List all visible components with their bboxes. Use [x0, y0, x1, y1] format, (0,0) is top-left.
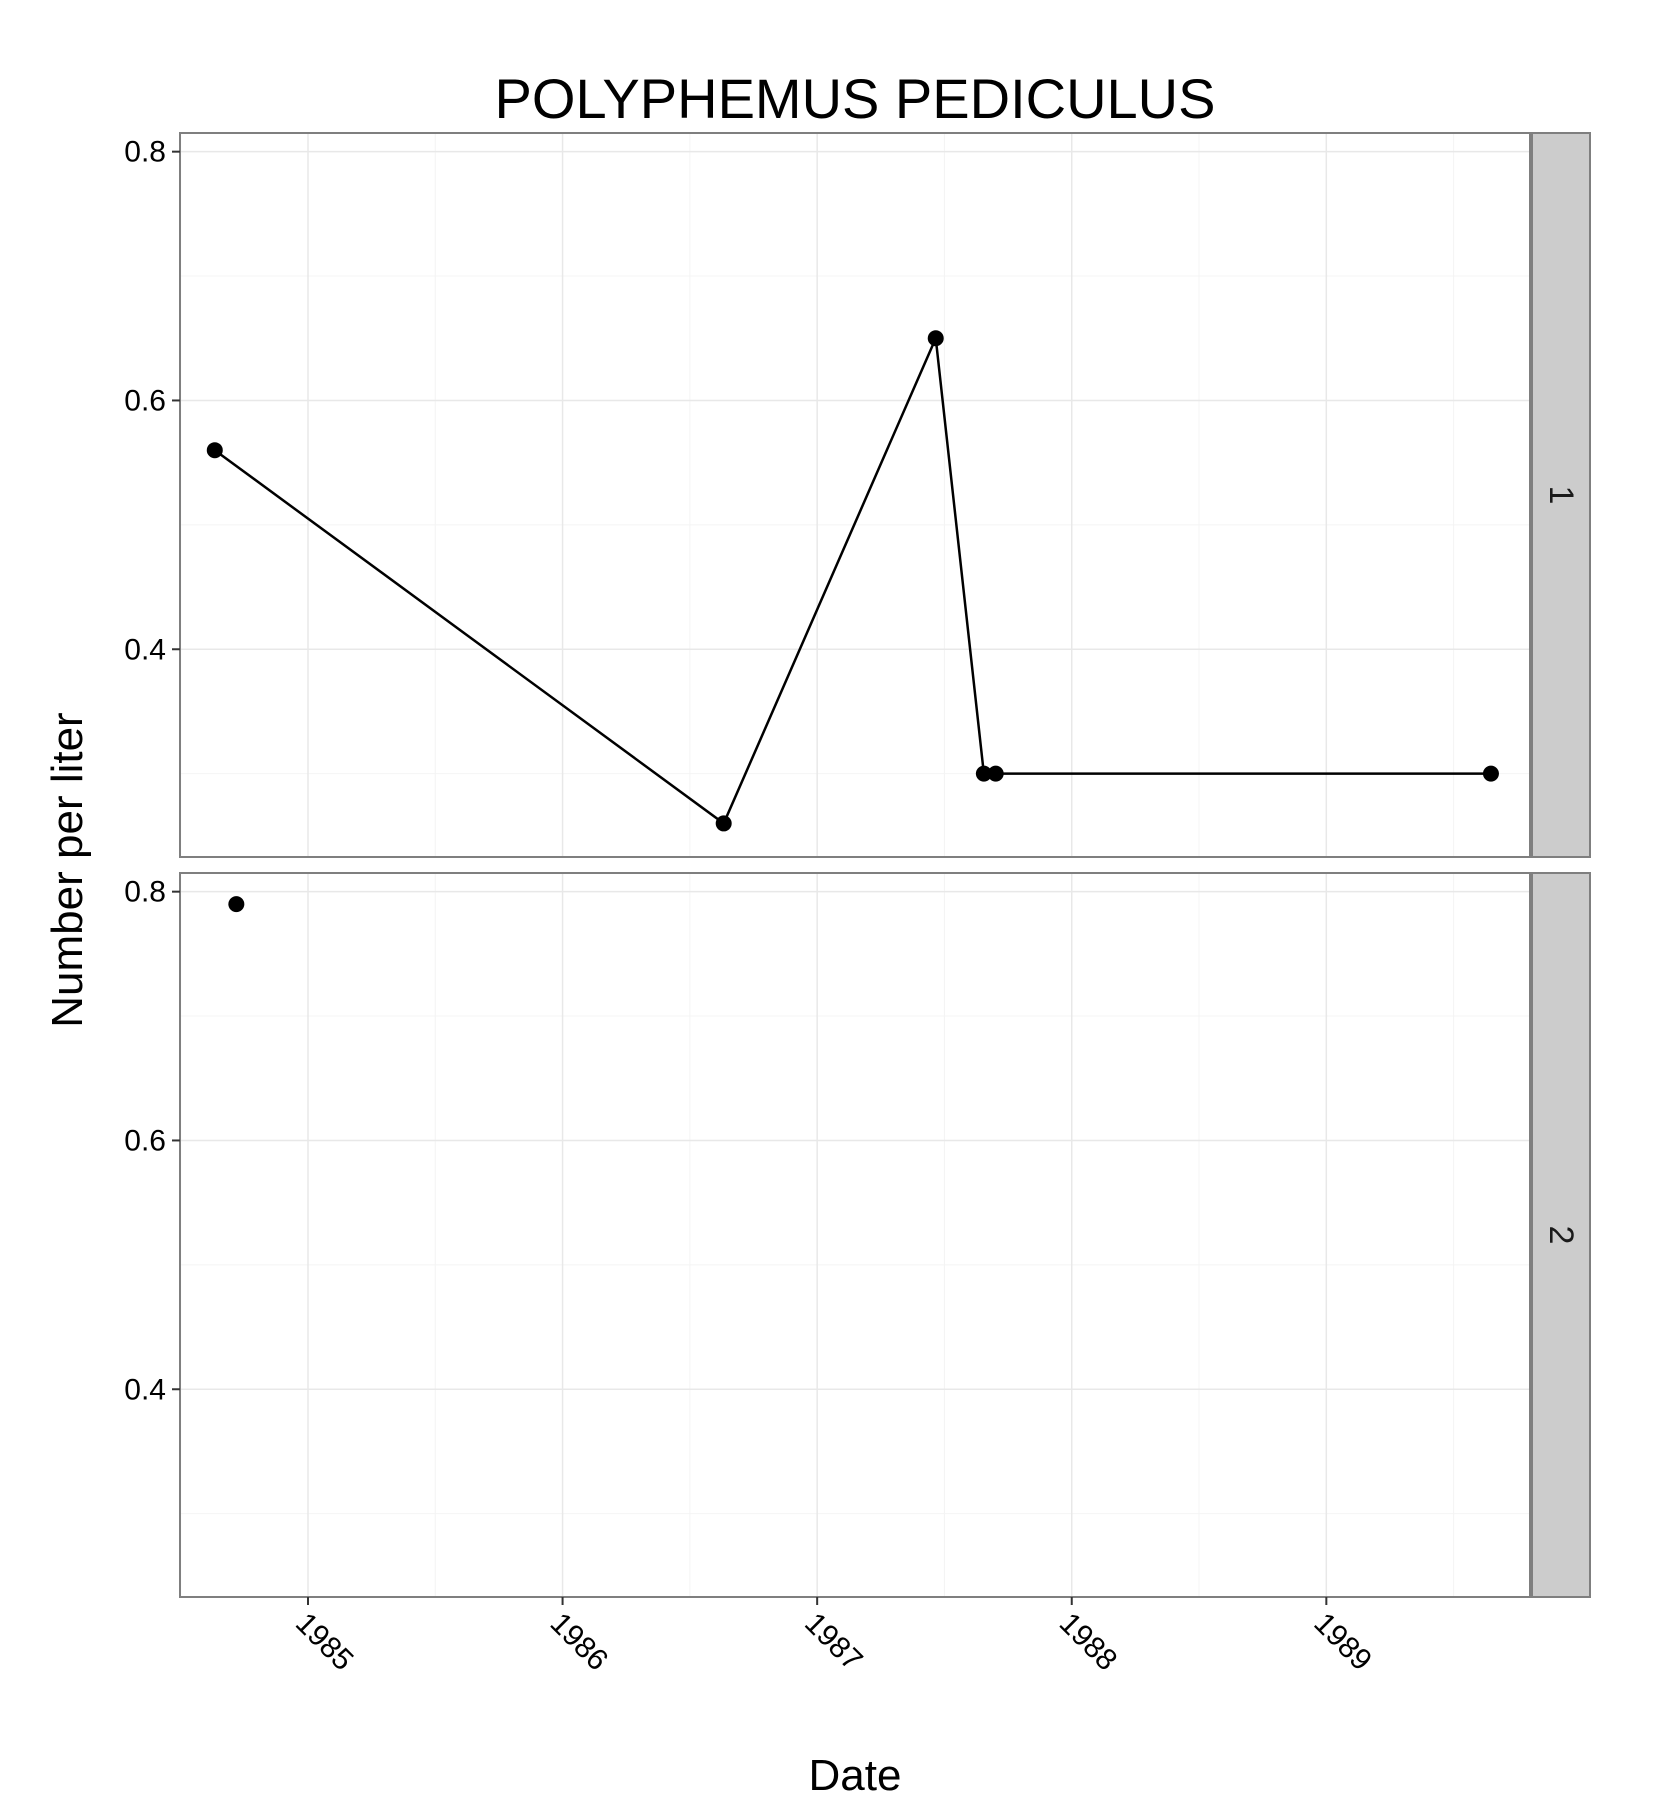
data-point — [927, 330, 944, 347]
data-point — [715, 815, 732, 832]
y-tick-label: 0.4 — [124, 633, 166, 666]
y-tick-label: 0.6 — [124, 1124, 166, 1157]
facet-strip: 1 — [1531, 132, 1591, 858]
x-axis-title: Date — [809, 1751, 902, 1800]
facet-panels: 0.4 0.6 0.8 1 0.4 0.6 0.8 2 — [124, 132, 1591, 1598]
panel-background — [179, 872, 1531, 1598]
data-point — [975, 765, 992, 782]
x-tick-label: 1988 — [1053, 1607, 1124, 1678]
y-tick-label: 0.6 — [124, 384, 166, 417]
facet-panel-2: 0.4 0.6 0.8 2 — [124, 872, 1591, 1598]
panel-border — [179, 872, 1531, 1598]
data-point — [987, 765, 1004, 782]
x-tick-label: 1989 — [1307, 1607, 1378, 1678]
data-point — [1482, 765, 1499, 782]
series-line — [214, 333, 1491, 826]
data-point — [206, 442, 223, 459]
panel-border — [179, 132, 1531, 858]
facet-strip-background — [1531, 132, 1591, 858]
y-tick-label: 0.8 — [124, 876, 166, 909]
data-point — [228, 896, 245, 913]
facet-strip: 2 — [1531, 872, 1591, 1598]
y-tick-label: 0.8 — [124, 136, 166, 169]
x-axis: 1985 1986 1987 1988 1989 — [289, 1597, 1378, 1677]
y-axis-title: Number per liter — [43, 712, 92, 1027]
y-tick-label: 0.4 — [124, 1373, 166, 1406]
x-tick-label: 1987 — [798, 1607, 869, 1678]
facet-strip-label: 1 — [1542, 486, 1580, 505]
chart-title: POLYPHEMUS PEDICULUS — [495, 67, 1216, 130]
panel-background — [179, 132, 1531, 858]
facet-panel-1: 0.4 0.6 0.8 1 — [124, 132, 1591, 858]
x-tick-label: 1985 — [289, 1607, 360, 1678]
x-tick-label: 1986 — [544, 1607, 615, 1678]
facet-strip-background — [1531, 872, 1591, 1598]
facet-strip-label: 2 — [1542, 1226, 1580, 1245]
